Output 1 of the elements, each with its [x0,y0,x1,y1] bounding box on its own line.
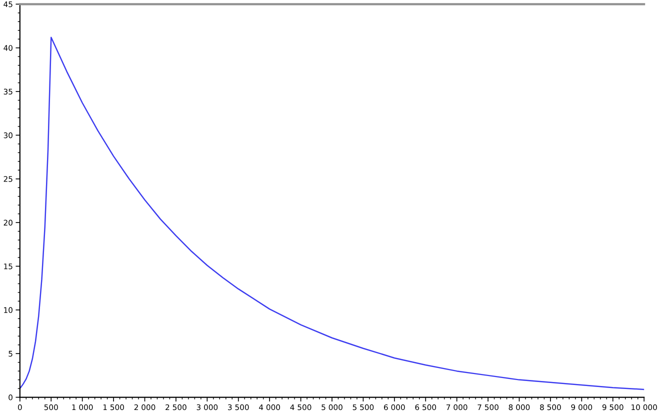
line-series [20,36,644,390]
